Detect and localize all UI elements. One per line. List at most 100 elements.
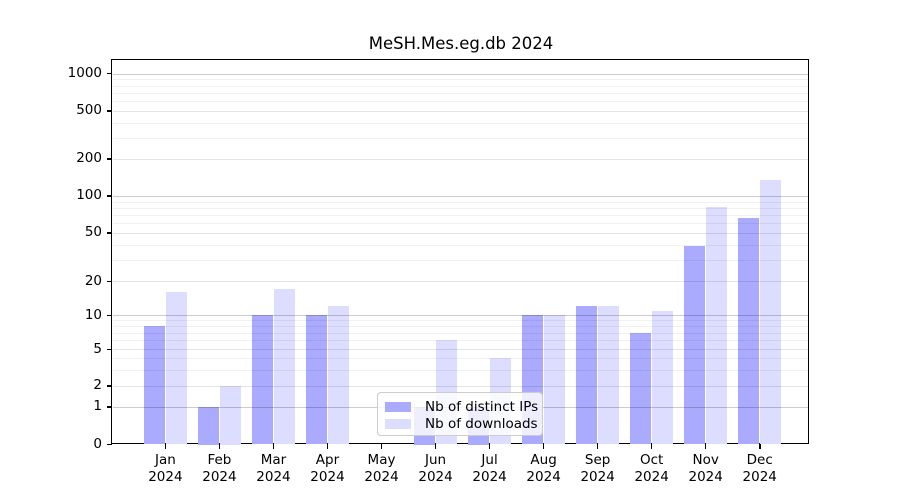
x-tick-jan (164, 444, 167, 449)
y-tick-5 (107, 348, 112, 351)
x-tick-label-feb: Feb 2024 (189, 452, 249, 485)
x-tick-nov (704, 444, 707, 449)
legend-label-distinct-ips: Nb of distinct IPs (425, 398, 539, 415)
x-tick-label-jun: Jun 2024 (406, 452, 466, 485)
y-tick-10 (107, 314, 112, 317)
legend-swatch-distinct-ips (385, 401, 411, 412)
x-tick-label-may: May 2024 (352, 452, 412, 485)
legend-label-downloads: Nb of downloads (425, 415, 538, 432)
x-tick-sep (596, 444, 599, 449)
gridline-500 (113, 111, 809, 112)
bar-downloads-oct (652, 310, 674, 445)
y-tick-label-2: 2 (93, 377, 102, 394)
gridline-6 (113, 340, 809, 342)
gridline-600 (113, 101, 809, 103)
y-tick-2 (107, 385, 112, 387)
gridline-200 (113, 159, 809, 160)
gridline-70 (113, 215, 809, 217)
gridline-8 (113, 326, 809, 328)
y-tick-label-1000: 1000 (67, 64, 102, 81)
bar-downloads-apr (327, 306, 349, 445)
legend-swatch-downloads (385, 418, 411, 429)
y-tick-label-10: 10 (84, 306, 102, 323)
x-tick-year-apr: 2024 (310, 468, 345, 485)
plot-area (111, 59, 809, 444)
bar-distinct-ips-feb (197, 407, 219, 445)
legend-entry-distinct-ips: Nb of distinct IPs (385, 398, 542, 415)
y-tick-200 (107, 158, 112, 160)
x-tick-label-mar: Mar 2024 (243, 452, 303, 485)
x-tick-label-nov: Nov 2024 (676, 452, 736, 485)
bar-distinct-ips-sep (576, 306, 598, 445)
x-tick-label-oct: Oct 2024 (622, 452, 682, 485)
bar-distinct-ips-oct (630, 332, 652, 445)
y-tick-0 (107, 443, 112, 446)
x-tick-label-apr: Apr 2024 (297, 452, 357, 485)
x-tick-oct (650, 444, 653, 449)
x-tick-label-sep: Sep 2024 (568, 452, 628, 485)
x-tick-year-aug: 2024 (526, 468, 561, 485)
y-tick-label-5: 5 (93, 340, 102, 357)
gridline-9 (113, 320, 809, 322)
y-tick-1 (107, 406, 112, 408)
gridline-90 (113, 201, 809, 203)
gridline-400 (113, 122, 809, 124)
gridline-800 (113, 85, 809, 87)
x-tick-jul (488, 444, 491, 449)
x-tick-apr (326, 444, 329, 449)
x-tick-feb (218, 444, 221, 449)
x-tick-year-oct: 2024 (634, 468, 669, 485)
gridline-50 (113, 233, 809, 234)
bar-distinct-ips-nov (684, 246, 706, 445)
bar-downloads-dec (760, 179, 782, 445)
y-tick-500 (107, 110, 112, 112)
bar-distinct-ips-mar (251, 315, 273, 445)
gridline-700 (113, 92, 809, 94)
bar-downloads-sep (598, 306, 620, 445)
gridline-80 (113, 207, 809, 209)
x-tick-label-jan: Jan 2024 (135, 452, 195, 485)
x-tick-year-mar: 2024 (256, 468, 291, 485)
gridline-40 (113, 244, 809, 246)
y-tick-label-50: 50 (84, 224, 102, 241)
bar-downloads-feb (219, 386, 241, 445)
y-tick-label-0: 0 (93, 435, 102, 452)
bar-downloads-nov (706, 206, 728, 445)
chart-title: MeSH.Mes.eg.db 2024 (368, 34, 554, 53)
bar-downloads-jan (165, 292, 187, 445)
x-tick-year-nov: 2024 (688, 468, 723, 485)
x-tick-year-dec: 2024 (742, 468, 777, 485)
x-tick-mar (272, 444, 275, 449)
x-tick-label-jul: Jul 2024 (460, 452, 520, 485)
gridline-20 (113, 281, 809, 283)
x-tick-may (380, 444, 383, 449)
gridline-5 (113, 349, 809, 351)
gridline-300 (113, 137, 809, 139)
gridline-7 (113, 332, 809, 334)
bar-distinct-ips-dec (738, 218, 760, 445)
x-tick-label-dec: Dec 2024 (730, 452, 790, 485)
x-tick-dec (758, 444, 761, 449)
x-tick-label-aug: Aug 2024 (514, 452, 574, 485)
x-tick-year-jan: 2024 (148, 468, 183, 485)
y-tick-100 (107, 195, 112, 197)
y-tick-label-100: 100 (76, 187, 102, 204)
legend-entry-downloads: Nb of downloads (385, 415, 542, 432)
bar-downloads-mar (273, 289, 295, 445)
x-tick-year-jun: 2024 (418, 468, 453, 485)
gridline-10 (113, 315, 809, 317)
x-tick-aug (542, 444, 545, 449)
y-tick-label-500: 500 (76, 102, 102, 119)
x-tick-year-may: 2024 (364, 468, 399, 485)
bar-distinct-ips-apr (305, 315, 327, 445)
gridline-30 (113, 259, 809, 261)
y-tick-1000 (107, 72, 112, 75)
x-tick-year-jul: 2024 (472, 468, 507, 485)
bar-distinct-ips-jan (143, 326, 165, 445)
x-tick-jun (434, 444, 437, 449)
y-tick-20 (107, 280, 112, 283)
gridline-3 (113, 369, 809, 371)
y-tick-label-200: 200 (76, 150, 102, 167)
gridline-100 (113, 196, 809, 197)
